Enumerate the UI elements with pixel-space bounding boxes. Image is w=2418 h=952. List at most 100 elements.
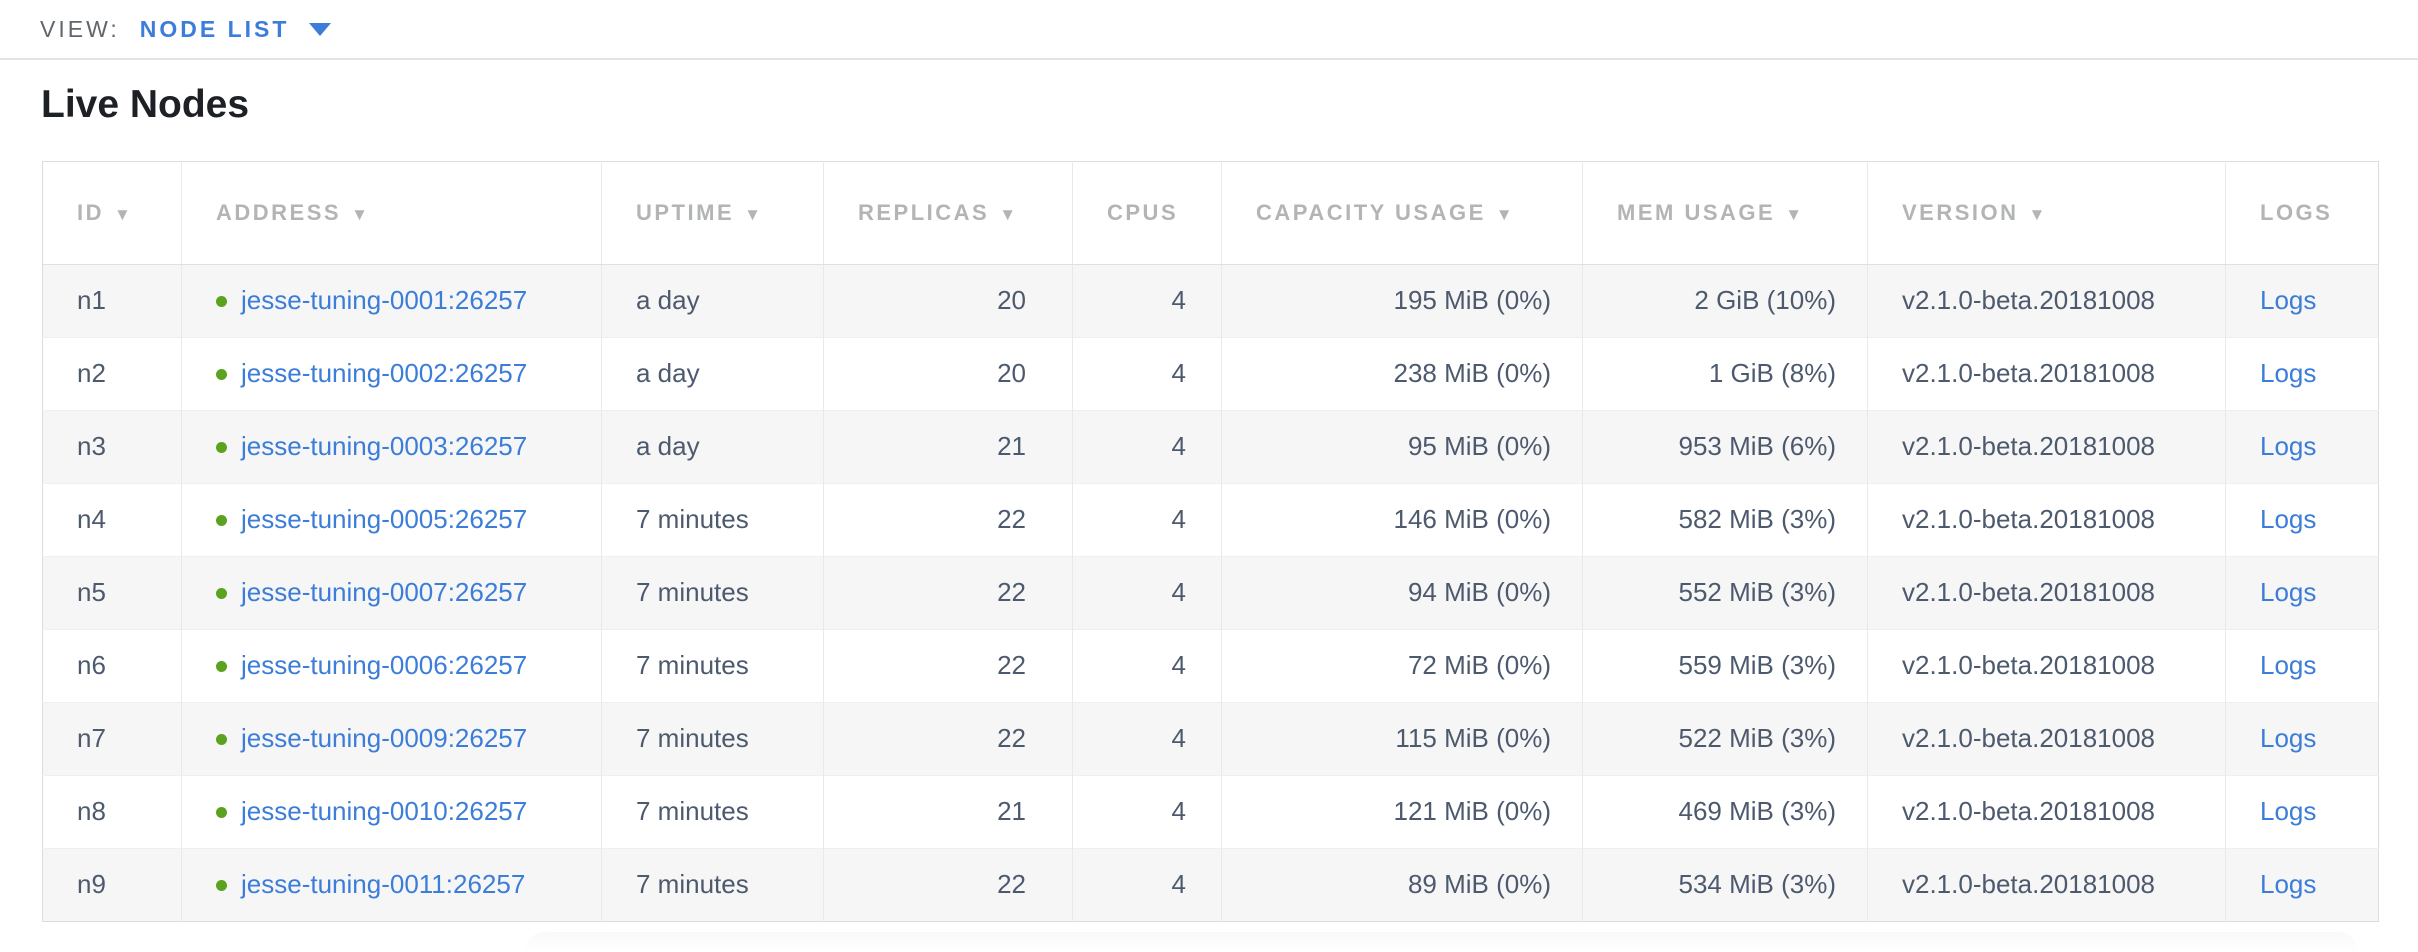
column-header-uptime[interactable]: UPTIME ▼ (601, 161, 824, 265)
logs-link[interactable]: Logs (2260, 577, 2317, 608)
logs-link[interactable]: Logs (2260, 358, 2317, 389)
view-selector-dropdown[interactable]: NODE LIST (140, 16, 332, 43)
logs-link[interactable]: Logs (2260, 723, 2317, 754)
cell-version: v2.1.0-beta.20181008 (1867, 556, 2226, 630)
page-title: Live Nodes (41, 83, 250, 126)
column-label: MEM USAGE (1617, 199, 1776, 225)
cell-logs: Logs (2225, 264, 2379, 338)
cell-logs: Logs (2225, 629, 2379, 703)
cell-replicas: 22 (823, 556, 1073, 630)
cell-address: jesse-tuning-0007:26257 (181, 556, 602, 630)
node-address-link[interactable]: jesse-tuning-0001:26257 (241, 285, 528, 316)
sort-arrow-icon: ▼ (2028, 204, 2046, 224)
cell-id: n3 (77, 431, 106, 462)
cell-cpus: 4 (1072, 775, 1222, 849)
column-label: LOGS (2260, 199, 2333, 225)
cell-id: n2 (77, 358, 106, 389)
column-label: CAPACITY USAGE (1256, 199, 1486, 225)
cell-mem-usage: 469 MiB (3%) (1582, 775, 1868, 849)
column-label: ID (77, 199, 104, 225)
cell-mem-usage: 1 GiB (8%) (1582, 337, 1868, 411)
column-label: CPUS (1107, 199, 1179, 225)
cell-version: v2.1.0-beta.20181008 (1867, 775, 2226, 849)
cell-address: jesse-tuning-0005:26257 (181, 483, 602, 557)
chevron-down-icon (309, 22, 332, 36)
logs-link[interactable]: Logs (2260, 431, 2317, 462)
cell-replicas: 20 (823, 264, 1073, 338)
column-header-version[interactable]: VERSION ▼ (1867, 161, 2226, 265)
column-header-address[interactable]: ADDRESS ▼ (181, 161, 602, 265)
cell-cpus: 4 (1072, 264, 1222, 338)
cell-uptime: 7 minutes (601, 629, 824, 703)
node-address-link[interactable]: jesse-tuning-0006:26257 (241, 650, 528, 681)
sort-arrow-icon: ▼ (1495, 204, 1513, 224)
live-status-dot (216, 807, 227, 819)
cell-capacity-usage: 195 MiB (0%) (1221, 264, 1583, 338)
cell-mem-usage: 522 MiB (3%) (1582, 702, 1868, 776)
cell-capacity-usage: 238 MiB (0%) (1221, 337, 1583, 411)
sort-arrow-icon: ▼ (114, 204, 131, 224)
node-address-link[interactable]: jesse-tuning-0011:26257 (241, 869, 526, 900)
column-header-id[interactable]: ID ▼ (42, 161, 182, 265)
node-address-link[interactable]: jesse-tuning-0003:26257 (241, 431, 528, 462)
live-status-dot (216, 880, 227, 892)
node-address-link[interactable]: jesse-tuning-0007:26257 (241, 577, 528, 608)
cell-uptime: 7 minutes (601, 556, 824, 630)
table-body: n1 jesse-tuning-0001:26257 a day 20 4 195 MiB… (42, 264, 2379, 922)
cell-capacity-usage: 115 MiB (0%) (1221, 702, 1583, 776)
column-header-capacity-usage[interactable]: CAPACITY USAGE ▼ (1221, 161, 1583, 265)
live-status-dot (216, 661, 227, 673)
live-nodes-table: ID ▼ ADDRESS ▼ UPTIME ▼ REPLICAS ▼ CPUS CAPACITY … (42, 160, 2379, 922)
column-header-replicas[interactable]: REPLICAS ▼ (823, 161, 1073, 265)
cell-mem-usage: 552 MiB (3%) (1582, 556, 1868, 630)
logs-link[interactable]: Logs (2260, 869, 2317, 900)
cell-mem-usage: 2 GiB (10%) (1582, 264, 1868, 338)
cell-address: jesse-tuning-0010:26257 (181, 775, 602, 849)
live-status-dot (216, 296, 227, 308)
cell-replicas: 22 (823, 702, 1073, 776)
column-header-logs: LOGS (2225, 161, 2379, 265)
cell-cpus: 4 (1072, 556, 1222, 630)
cell-id: n9 (77, 869, 106, 900)
cell-id: n8 (77, 796, 106, 827)
logs-link[interactable]: Logs (2260, 650, 2317, 681)
cell-address: jesse-tuning-0003:26257 (181, 410, 602, 484)
cell-cpus: 4 (1072, 337, 1222, 411)
cell-id: n4 (77, 504, 106, 535)
cell-id: n1 (77, 285, 106, 316)
cell-version: v2.1.0-beta.20181008 (1867, 629, 2226, 703)
cell-id: n7 (77, 723, 106, 754)
cell-logs: Logs (2225, 410, 2379, 484)
logs-link[interactable]: Logs (2260, 504, 2317, 535)
logs-link[interactable]: Logs (2260, 796, 2317, 827)
cell-mem-usage: 582 MiB (3%) (1582, 483, 1868, 557)
cell-address: jesse-tuning-0009:26257 (181, 702, 602, 776)
cell-uptime: 7 minutes (601, 775, 824, 849)
node-address-link[interactable]: jesse-tuning-0009:26257 (241, 723, 528, 754)
node-address-link[interactable]: jesse-tuning-0005:26257 (241, 504, 528, 535)
cell-mem-usage: 559 MiB (3%) (1582, 629, 1868, 703)
table-row: n5 jesse-tuning-0007:26257 7 minutes 22 4 94 … (42, 556, 2379, 630)
cell-logs: Logs (2225, 848, 2379, 922)
cell-id: n5 (77, 577, 106, 608)
table-row: n8 jesse-tuning-0010:26257 7 minutes 21 4 121… (42, 775, 2379, 849)
table-header-row: ID ▼ ADDRESS ▼ UPTIME ▼ REPLICAS ▼ CPUS CAPACITY … (42, 161, 2379, 265)
sort-arrow-icon: ▼ (744, 204, 761, 224)
node-address-link[interactable]: jesse-tuning-0010:26257 (241, 796, 528, 827)
live-nodes-section: ID ▼ ADDRESS ▼ UPTIME ▼ REPLICAS ▼ CPUS CAPACITY … (42, 160, 2379, 922)
cell-version: v2.1.0-beta.20181008 (1867, 702, 2226, 776)
node-address-link[interactable]: jesse-tuning-0002:26257 (241, 358, 528, 389)
sort-arrow-icon: ▼ (1785, 204, 1803, 224)
table-row: n9 jesse-tuning-0011:26257 7 minutes 22 4 89 … (42, 848, 2379, 922)
cell-logs: Logs (2225, 702, 2379, 776)
cell-capacity-usage: 94 MiB (0%) (1221, 556, 1583, 630)
logs-link[interactable]: Logs (2260, 285, 2317, 316)
cell-capacity-usage: 121 MiB (0%) (1221, 775, 1583, 849)
cell-uptime: 7 minutes (601, 483, 824, 557)
column-header-mem-usage[interactable]: MEM USAGE ▼ (1582, 161, 1868, 265)
cell-address: jesse-tuning-0011:26257 (181, 848, 602, 922)
cell-replicas: 22 (823, 848, 1073, 922)
cell-id: n6 (77, 650, 106, 681)
cell-uptime: a day (601, 410, 824, 484)
live-status-dot (216, 588, 227, 600)
